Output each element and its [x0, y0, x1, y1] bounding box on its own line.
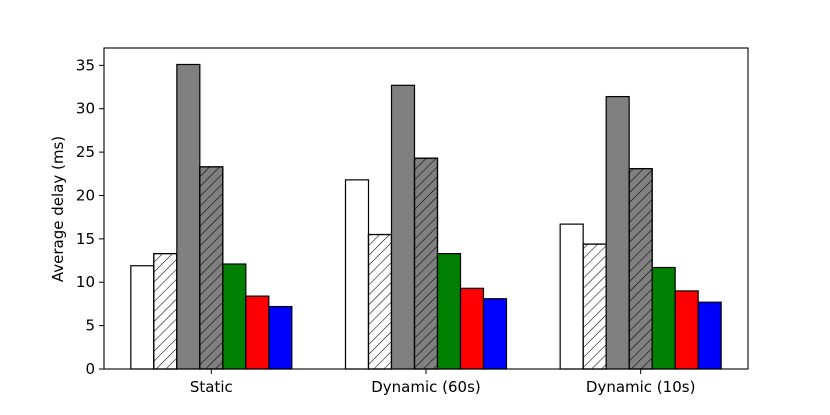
bar-7-1: [268, 305, 293, 370]
axes-layer: 0 5 10 15 20 25 30 35 Static Dynamic (60s) Dynamic…: [76, 47, 749, 396]
x-tick-label: Dynamic (60s): [371, 378, 481, 396]
bar-hatch-2-1: [153, 253, 178, 370]
bar-7-3: [697, 301, 722, 370]
bar-6-1: [245, 295, 270, 370]
bar-5-2: [436, 253, 462, 370]
bar-3-3: [605, 95, 630, 370]
bar-1-1: [130, 265, 155, 370]
bar-5-1: [222, 263, 247, 370]
y-tick-label: 5: [85, 317, 95, 335]
x-tick-label: Dynamic (10s): [586, 378, 696, 396]
y-tick-label: 35: [76, 56, 95, 74]
x-tick-label: Static: [190, 378, 233, 396]
bar-hatch-2-3: [582, 243, 607, 370]
y-tick-label: 0: [85, 360, 95, 378]
y-tick-label: 20: [76, 186, 95, 204]
bar-3-2: [390, 84, 416, 370]
bar-hatch-4-1: [199, 166, 224, 370]
y-tick-label: 10: [76, 273, 95, 291]
y-tick-label: 30: [76, 100, 95, 118]
bar-1-2: [344, 179, 370, 370]
bars-layer: [130, 63, 722, 370]
bar-7-2: [482, 298, 508, 370]
bar-1-3: [559, 223, 584, 370]
bar-3-1: [176, 63, 201, 370]
bar-6-3: [674, 290, 699, 370]
y-tick-label: 15: [76, 230, 95, 248]
y-tick-label: 25: [76, 143, 95, 161]
y-axis-label: Average delay (ms): [49, 136, 67, 282]
bar-5-3: [651, 266, 676, 370]
bar-hatch-4-2: [413, 157, 439, 370]
bar-6-2: [459, 287, 485, 370]
bar-hatch-2-2: [367, 233, 393, 370]
bar-hatch-4-3: [628, 167, 653, 370]
